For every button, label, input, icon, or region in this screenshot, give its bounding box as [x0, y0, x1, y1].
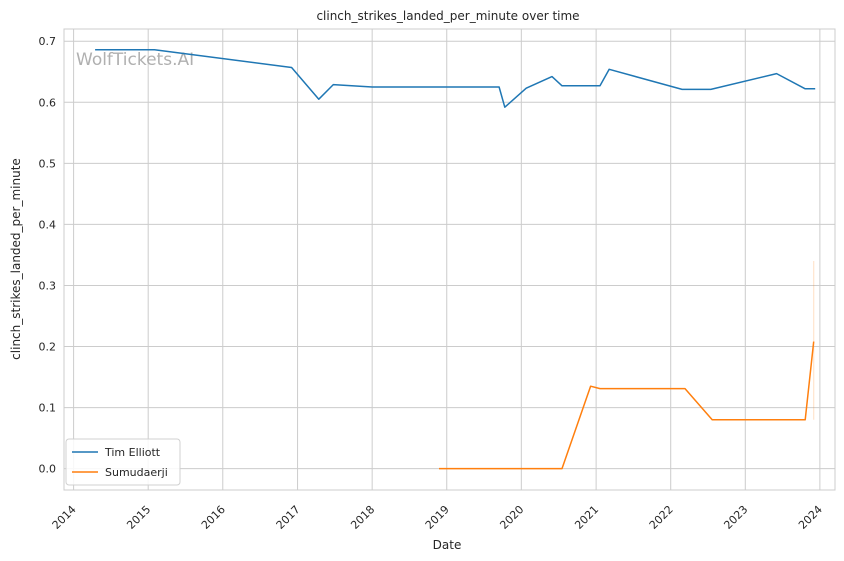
x-axis-label: Date — [433, 538, 462, 552]
y-tick-label: 0.5 — [39, 157, 57, 170]
watermark: WolfTickets.AI — [76, 50, 194, 70]
grid — [64, 29, 835, 490]
y-tick-label: 0.4 — [39, 218, 57, 231]
series-line-tim-elliott — [95, 49, 816, 108]
plot-frame — [63, 28, 836, 491]
axes-frame — [63, 28, 836, 491]
y-tick-label: 0.6 — [39, 96, 57, 109]
y-tick-labels: 0.0 0.1 0.2 0.3 0.4 0.5 0.6 0.7 — [39, 35, 57, 475]
y-axis-label: clinch_strikes_landed_per_minute — [9, 158, 23, 360]
y-tick-label: 0.7 — [39, 35, 57, 48]
legend-label: Tim Elliott — [104, 446, 161, 459]
y-tick-label: 0.3 — [39, 279, 57, 292]
legend-box — [65, 438, 181, 486]
chart-title: clinch_strikes_landed_per_minute over ti… — [316, 9, 579, 23]
series-line-sumudaerji — [439, 341, 815, 470]
y-tick-label: 0.2 — [39, 341, 57, 354]
series-layer — [95, 49, 816, 470]
y-tick-label: 0.1 — [39, 402, 57, 415]
y-tick-label: 0.0 — [39, 463, 57, 476]
legend: Tim Elliott Sumudaerji — [65, 438, 181, 486]
legend-label: Sumudaerji — [105, 466, 168, 479]
